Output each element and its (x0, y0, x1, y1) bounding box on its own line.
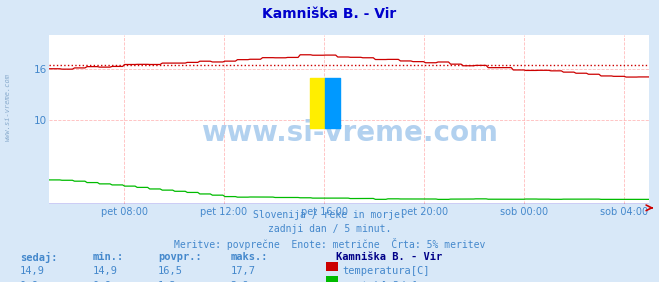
Text: temperatura[C]: temperatura[C] (343, 266, 430, 276)
Text: 1,2: 1,2 (158, 281, 177, 282)
Text: 0,6: 0,6 (92, 281, 111, 282)
Text: Kamniška B. - Vir: Kamniška B. - Vir (262, 7, 397, 21)
Text: maks.:: maks.: (231, 252, 268, 262)
Text: pretok[m3/s]: pretok[m3/s] (343, 281, 418, 282)
Text: 2,9: 2,9 (231, 281, 249, 282)
Text: sedaj:: sedaj: (20, 252, 57, 263)
Text: www.si-vreme.com: www.si-vreme.com (5, 73, 11, 141)
Text: zadnji dan / 5 minut.: zadnji dan / 5 minut. (268, 224, 391, 234)
Text: 14,9: 14,9 (92, 266, 117, 276)
Text: Meritve: povprečne  Enote: metrične  Črta: 5% meritev: Meritve: povprečne Enote: metrične Črta:… (174, 238, 485, 250)
Text: Kamniška B. - Vir: Kamniška B. - Vir (336, 252, 442, 262)
Text: min.:: min.: (92, 252, 123, 262)
Text: www.si-vreme.com: www.si-vreme.com (201, 119, 498, 147)
Text: 16,5: 16,5 (158, 266, 183, 276)
Text: Slovenija / reke in morje.: Slovenija / reke in morje. (253, 210, 406, 220)
Text: 0,6: 0,6 (20, 281, 38, 282)
Text: 17,7: 17,7 (231, 266, 256, 276)
Text: povpr.:: povpr.: (158, 252, 202, 262)
Text: 14,9: 14,9 (20, 266, 45, 276)
